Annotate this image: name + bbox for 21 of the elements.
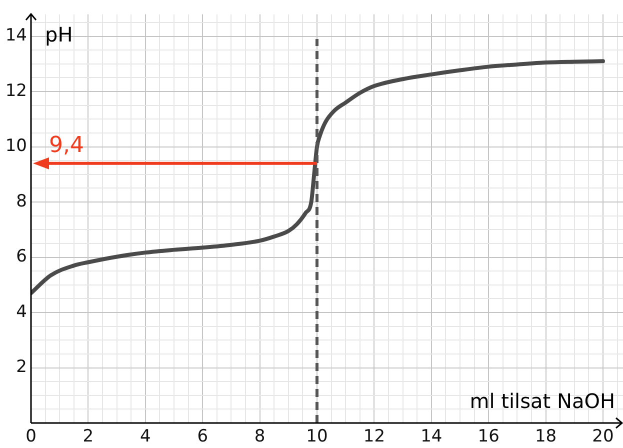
x-tick-label: 10	[306, 426, 328, 447]
y-axis-title: pH	[45, 22, 73, 46]
x-tick-label: 20	[592, 426, 614, 447]
x-tick-label: 14	[420, 426, 442, 447]
x-tick-label: 8	[254, 426, 266, 447]
y-tick-label: 14	[5, 26, 27, 46]
x-tick-label: 18	[534, 426, 557, 447]
x-axis-title: ml tilsat NaOH	[470, 389, 615, 414]
annotation: 9,4	[49, 133, 84, 158]
y-tick-label: 10	[5, 136, 27, 156]
x-tick-label: 16	[478, 426, 500, 447]
y-tick-label: 4	[16, 302, 27, 322]
y-tick-label: 6	[16, 246, 27, 267]
x-tick-label: 2	[82, 426, 94, 447]
x-tick-label: 4	[140, 426, 151, 447]
y-tick-label: 2	[16, 357, 27, 378]
y-tick-label: 12	[5, 80, 27, 101]
y-tick-label: 8	[16, 191, 27, 212]
x-tick-label: 6	[197, 426, 208, 447]
x-tick-label: 12	[363, 426, 386, 447]
x-tick-label: 0	[26, 426, 36, 447]
